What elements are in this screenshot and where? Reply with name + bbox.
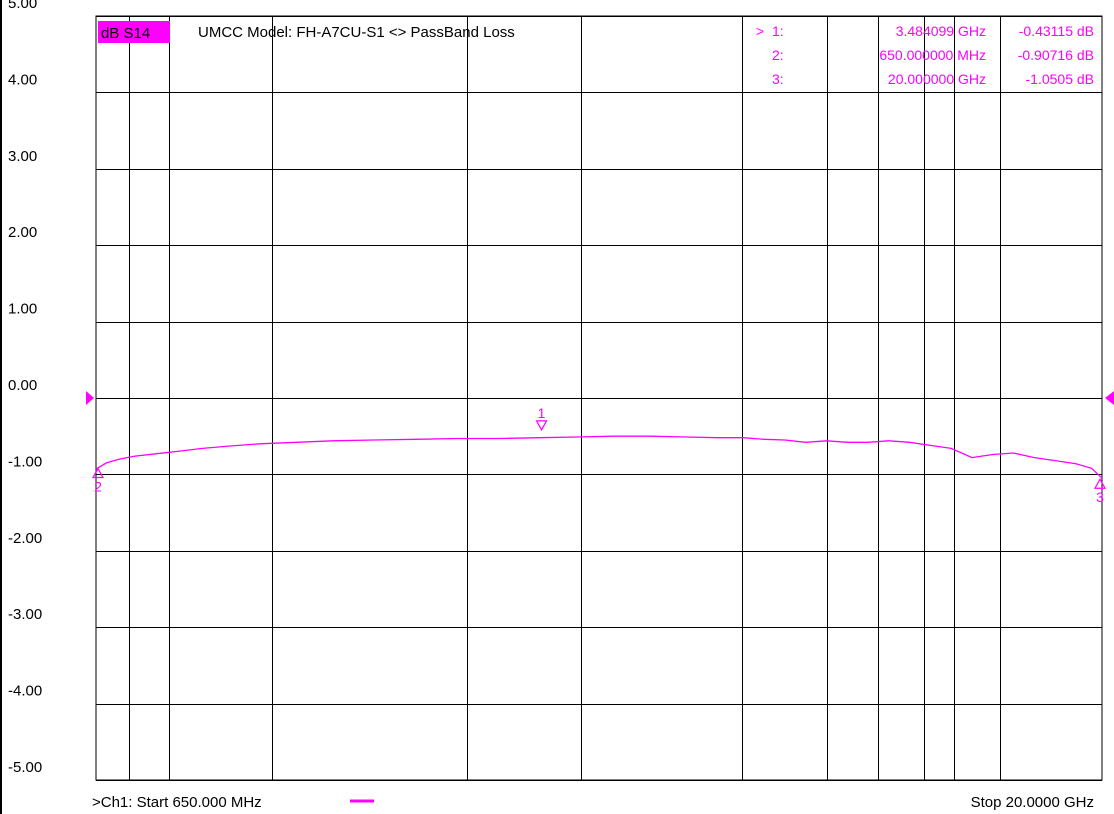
marker-2-id: 2: xyxy=(772,47,784,63)
marker-3-triangle xyxy=(1093,477,1107,489)
grid xyxy=(95,15,1103,781)
marker-1-triangle xyxy=(535,420,548,432)
marker-1-value: -0.43115 dB xyxy=(1019,23,1094,39)
marker-2-triangle xyxy=(91,467,105,479)
marker-2-freq: 650.000000 MHz xyxy=(879,47,986,63)
marker-2-value: -0.90716 dB xyxy=(1018,47,1094,63)
start-frequency-label: >Ch1: Start 650.000 MHz xyxy=(92,794,262,811)
reference-arrow-left xyxy=(86,391,94,405)
y-tick-label: -2.00 xyxy=(8,530,42,547)
y-tick-label: 1.00 xyxy=(8,301,37,318)
stop-frequency-label: Stop 20.0000 GHz xyxy=(971,794,1094,811)
trace-badge-background xyxy=(98,21,170,43)
marker-3-id: 3: xyxy=(772,71,784,87)
reference-arrows xyxy=(86,391,1114,405)
chart-title: UMCC Model: FH-A7CU-S1 <> PassBand Loss xyxy=(198,24,515,41)
y-tick-label: 4.00 xyxy=(8,71,37,88)
y-tick-label: -5.00 xyxy=(8,759,42,776)
marker-1-freq: 3.484099 GHz xyxy=(896,23,986,39)
y-tick-label: -3.00 xyxy=(8,606,42,623)
active-marker-indicator: > xyxy=(756,23,764,39)
marker-1-label: 1 xyxy=(538,405,546,421)
y-tick-label: 5.00 xyxy=(8,0,37,12)
reference-arrow-right xyxy=(1105,391,1114,405)
y-tick-label: 3.00 xyxy=(8,148,37,165)
marker-layer: 1 2 3 xyxy=(91,405,1107,505)
y-tick-label: 2.00 xyxy=(8,224,37,241)
y-tick-label: 0.00 xyxy=(8,377,37,394)
marker-readout-table: > 1: 3.484099 GHz -0.43115 dB 2: 650.000… xyxy=(756,23,1094,87)
marker-3-label: 3 xyxy=(1096,489,1104,505)
y-axis-ticks: 5.00 4.00 3.00 2.00 1.00 0.00 -1.00 -2.00 -3.00 -… xyxy=(8,0,42,776)
marker-3-value: -1.0505 dB xyxy=(1026,71,1095,87)
marker-2-label: 2 xyxy=(94,479,102,495)
y-tick-label: -4.00 xyxy=(8,683,42,700)
marker-3-freq: 20.000000 GHz xyxy=(888,71,986,87)
trace-layer xyxy=(95,435,1103,479)
marker-1-id: 1: xyxy=(772,23,784,39)
trace-badge[interactable]: dB S14 xyxy=(101,25,150,42)
trace-line xyxy=(95,435,1103,479)
y-tick-label: -1.00 xyxy=(8,453,42,470)
